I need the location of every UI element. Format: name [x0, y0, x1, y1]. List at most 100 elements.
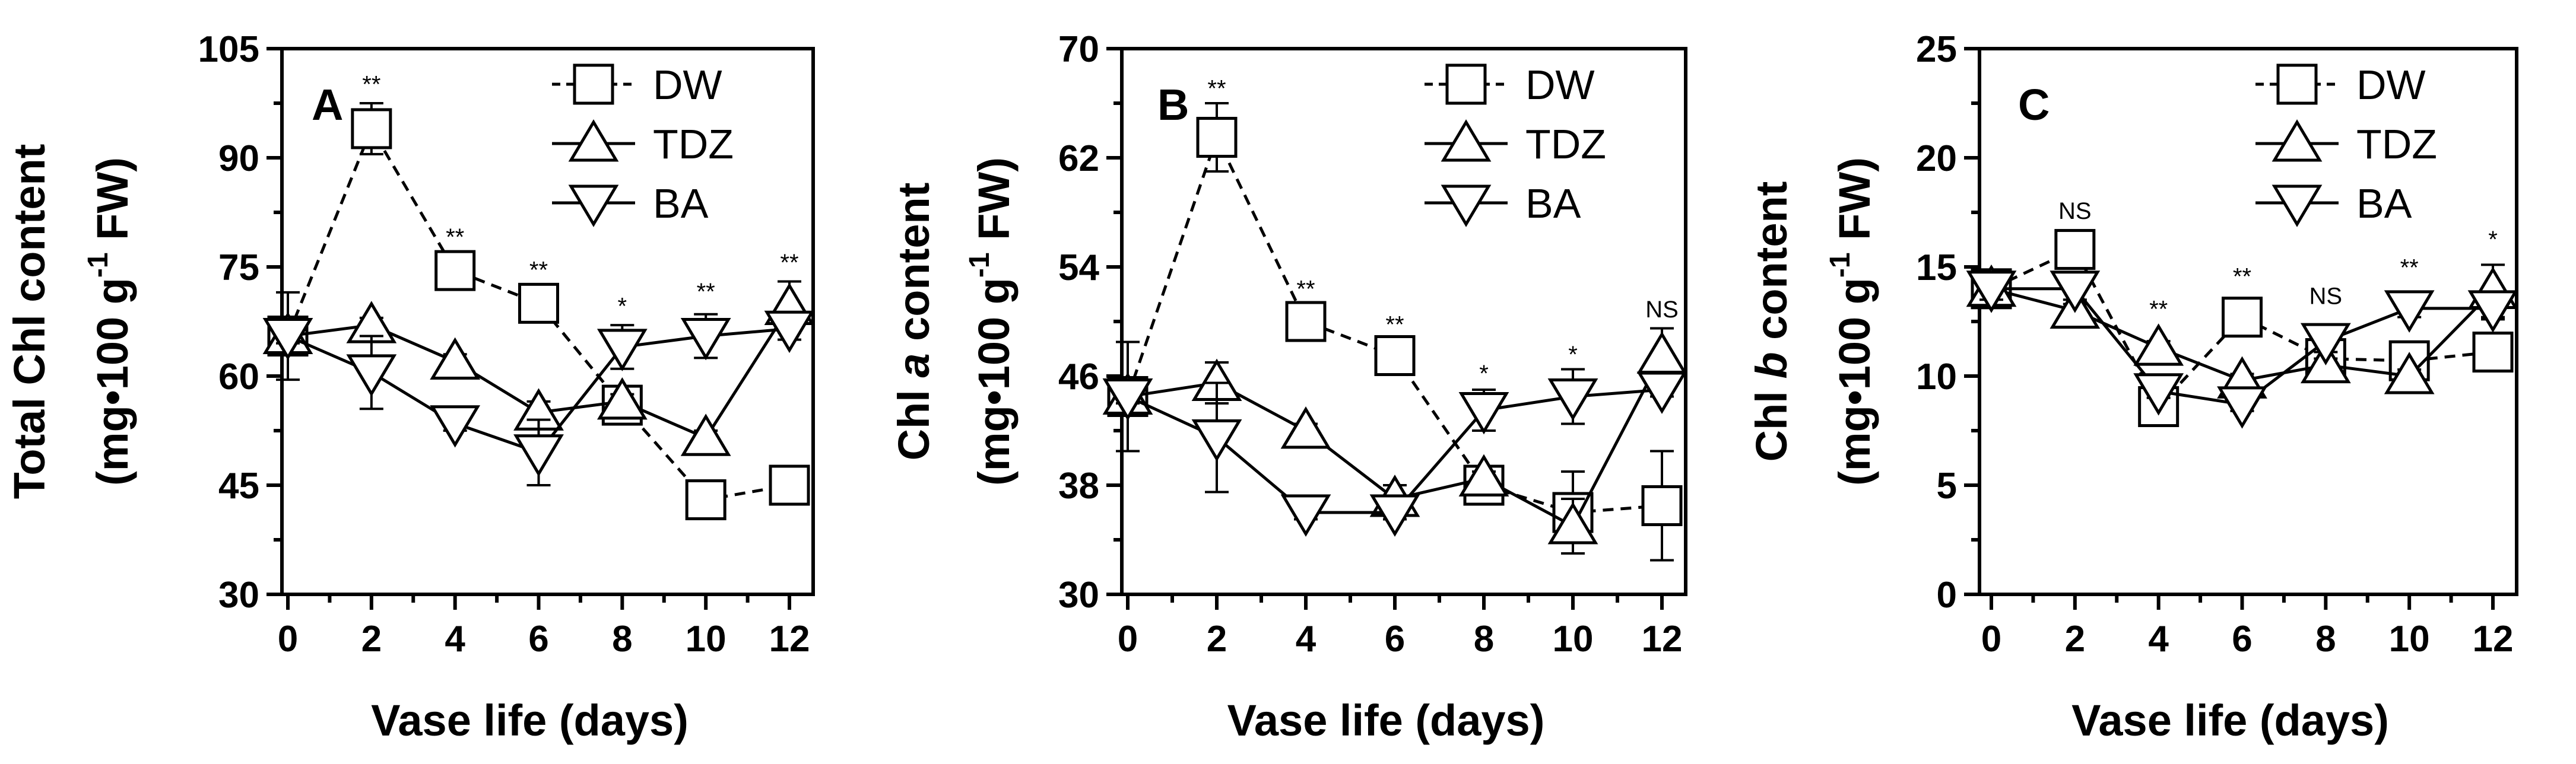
- data-point: [1636, 371, 1687, 414]
- legend-label-ba: BA: [1525, 180, 1581, 227]
- legend-marker-dw: [573, 63, 614, 105]
- legend-label-tdz: TDZ: [2356, 121, 2437, 167]
- data-point: [434, 250, 476, 291]
- data-point: [1285, 301, 1327, 342]
- significance-label: NS: [1645, 297, 1679, 323]
- y-tick-label: 60: [218, 356, 259, 397]
- panel-letter: B: [1157, 80, 1189, 129]
- y-tick-label: 38: [1058, 466, 1099, 507]
- data-point: [2222, 297, 2263, 338]
- significance-label: **: [1296, 276, 1315, 303]
- significance-label: *: [1568, 342, 1578, 368]
- y-tick-label: 75: [218, 247, 259, 288]
- data-point: [1547, 378, 1598, 421]
- x-tick-label: 4: [445, 619, 465, 660]
- data-point: [2217, 386, 2267, 429]
- x-tick-label: 2: [2065, 619, 2085, 660]
- x-tick-label: 12: [2473, 619, 2514, 660]
- data-point: [513, 434, 564, 477]
- x-tick-label: 4: [1296, 619, 1316, 660]
- significance-label: *: [618, 294, 627, 320]
- data-point: [2384, 352, 2435, 394]
- data-point: [2300, 323, 2351, 366]
- data-point: [1196, 117, 1238, 158]
- x-axis-title: Vase life (days): [1227, 696, 1545, 745]
- series-ba: [262, 310, 815, 486]
- x-tick-label: 6: [528, 619, 548, 660]
- x-tick-label: 8: [1474, 619, 1494, 660]
- y-tick-label: 105: [198, 29, 259, 70]
- series-ba: [1102, 368, 1687, 537]
- legend-label-tdz: TDZ: [653, 121, 734, 167]
- significance-label: *: [2488, 227, 2498, 253]
- legend-marker-dw: [1445, 63, 1487, 105]
- legend-label-ba: BA: [2356, 180, 2412, 227]
- data-point: [430, 337, 481, 380]
- data-point: [1966, 270, 2017, 313]
- significance-label: NS: [2309, 284, 2343, 310]
- x-axis-title: Vase life (days): [2071, 696, 2389, 745]
- y-tick-label: 70: [1058, 29, 1099, 70]
- y-tick-label: 5: [1937, 466, 1957, 507]
- significance-label: **: [529, 257, 548, 283]
- significance-label: *: [1479, 361, 1489, 387]
- x-tick-label: 10: [2389, 619, 2430, 660]
- significance-label: **: [1207, 76, 1226, 102]
- data-point: [2133, 323, 2184, 366]
- data-point: [1374, 335, 1416, 376]
- legend: DW TDZ BA: [552, 62, 734, 227]
- legend-label-ba: BA: [653, 180, 709, 227]
- x-tick-label: 8: [612, 619, 632, 660]
- data-point: [1369, 494, 1420, 537]
- y-tick-label: 45: [218, 466, 259, 507]
- data-point: [769, 464, 810, 506]
- data-point: [262, 318, 313, 361]
- data-point: [764, 310, 815, 354]
- y-tick-label: 0: [1937, 575, 1957, 616]
- y-tick-label: 15: [1916, 247, 1957, 288]
- data-point: [430, 405, 481, 448]
- x-tick-label: 10: [686, 619, 727, 660]
- data-point: [2133, 373, 2184, 416]
- legend-marker-dw: [2276, 63, 2318, 105]
- y-tick-label: 20: [1916, 138, 1957, 179]
- data-point: [1547, 502, 1598, 545]
- y-axis-title-line1: Chl b content: [1747, 182, 1796, 462]
- data-point: [1458, 454, 1509, 496]
- panel-a: 30 45 60 75 90 105 0 2 4 6 8 10 12 Vase life (days) To…: [5, 29, 815, 745]
- y-tick-label: 54: [1058, 247, 1099, 288]
- legend-label-tdz: TDZ: [1525, 121, 1606, 167]
- significance-label: **: [1385, 311, 1404, 338]
- significance-label: **: [697, 279, 715, 305]
- data-point: [351, 108, 392, 149]
- legend: DW TDZ BA: [2255, 62, 2437, 227]
- significance-label: **: [362, 72, 380, 98]
- y-axis-title-line2: (mg•100 g-1 FW): [1825, 157, 1879, 486]
- legend-marker-tdz: [1441, 119, 1492, 162]
- x-tick-label: 2: [1207, 619, 1227, 660]
- x-tick-label: 4: [2148, 619, 2169, 660]
- y-axis-title-line1: Total Chl content: [5, 144, 54, 499]
- significance-label: NS: [2058, 198, 2092, 224]
- y-tick-label: 10: [1916, 356, 1957, 397]
- series-ba: [1966, 270, 2518, 429]
- data-point: [2467, 290, 2518, 333]
- data-point: [1280, 406, 1331, 449]
- data-point: [680, 413, 731, 456]
- panel-c: 0 5 10 15 20 25 0 2 4 6 8 10 12 Vase life (days) Chl b…: [1747, 29, 2518, 745]
- x-tick-label: 8: [2315, 619, 2336, 660]
- legend-label-dw: DW: [653, 62, 722, 108]
- data-point: [2384, 290, 2435, 333]
- panel-letter: A: [312, 80, 343, 129]
- x-tick-label: 0: [278, 619, 298, 660]
- x-axis-title: Vase life (days): [371, 696, 689, 745]
- legend-marker-ba: [1441, 184, 1492, 227]
- legend-marker-ba: [568, 184, 619, 227]
- x-tick-label: 0: [1981, 619, 2001, 660]
- y-tick-label: 30: [218, 575, 259, 616]
- legend: DW TDZ BA: [1425, 62, 1606, 227]
- x-tick-label: 6: [2232, 619, 2252, 660]
- y-tick-label: 30: [1058, 575, 1099, 616]
- y-tick-label: 90: [218, 138, 259, 179]
